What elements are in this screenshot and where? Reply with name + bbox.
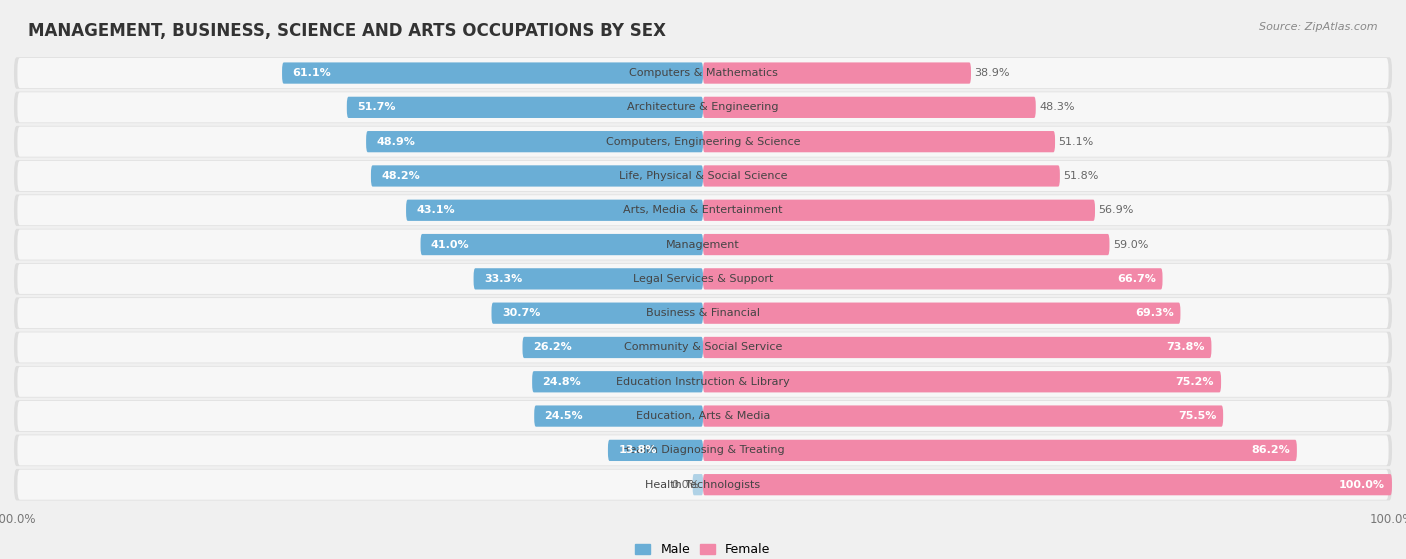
FancyBboxPatch shape: [703, 200, 1095, 221]
Text: 48.2%: 48.2%: [381, 171, 420, 181]
Text: 33.3%: 33.3%: [484, 274, 522, 284]
Text: 75.5%: 75.5%: [1178, 411, 1216, 421]
FancyBboxPatch shape: [17, 401, 1389, 431]
FancyBboxPatch shape: [14, 195, 1392, 226]
Text: Architecture & Engineering: Architecture & Engineering: [627, 102, 779, 112]
FancyBboxPatch shape: [703, 474, 1392, 495]
Text: 26.2%: 26.2%: [533, 343, 572, 353]
FancyBboxPatch shape: [492, 302, 703, 324]
FancyBboxPatch shape: [534, 405, 703, 427]
FancyBboxPatch shape: [14, 331, 1392, 363]
FancyBboxPatch shape: [347, 97, 703, 118]
Text: 24.5%: 24.5%: [544, 411, 583, 421]
Text: 0.0%: 0.0%: [671, 480, 700, 490]
Text: 66.7%: 66.7%: [1116, 274, 1156, 284]
Text: 48.3%: 48.3%: [1039, 102, 1074, 112]
Text: Legal Services & Support: Legal Services & Support: [633, 274, 773, 284]
FancyBboxPatch shape: [420, 234, 703, 255]
FancyBboxPatch shape: [607, 440, 703, 461]
FancyBboxPatch shape: [17, 195, 1389, 225]
Text: Computers, Engineering & Science: Computers, Engineering & Science: [606, 136, 800, 146]
Text: Computers & Mathematics: Computers & Mathematics: [628, 68, 778, 78]
FancyBboxPatch shape: [17, 126, 1389, 157]
FancyBboxPatch shape: [14, 400, 1392, 432]
FancyBboxPatch shape: [14, 366, 1392, 397]
FancyBboxPatch shape: [523, 337, 703, 358]
Text: MANAGEMENT, BUSINESS, SCIENCE AND ARTS OCCUPATIONS BY SEX: MANAGEMENT, BUSINESS, SCIENCE AND ARTS O…: [28, 22, 666, 40]
Text: Community & Social Service: Community & Social Service: [624, 343, 782, 353]
Legend: Male, Female: Male, Female: [630, 538, 776, 559]
FancyBboxPatch shape: [14, 92, 1392, 123]
Text: Education, Arts & Media: Education, Arts & Media: [636, 411, 770, 421]
Text: 51.7%: 51.7%: [357, 102, 395, 112]
FancyBboxPatch shape: [17, 333, 1389, 363]
Text: Health Diagnosing & Treating: Health Diagnosing & Treating: [621, 446, 785, 456]
FancyBboxPatch shape: [17, 92, 1389, 122]
FancyBboxPatch shape: [703, 371, 1220, 392]
Text: 73.8%: 73.8%: [1166, 343, 1205, 353]
FancyBboxPatch shape: [14, 160, 1392, 192]
FancyBboxPatch shape: [17, 367, 1389, 397]
Text: 56.9%: 56.9%: [1098, 205, 1133, 215]
Text: 24.8%: 24.8%: [543, 377, 581, 387]
FancyBboxPatch shape: [703, 268, 1163, 290]
Text: 100.0%: 100.0%: [1339, 480, 1385, 490]
Text: 69.3%: 69.3%: [1135, 308, 1174, 318]
FancyBboxPatch shape: [703, 440, 1296, 461]
Text: 43.1%: 43.1%: [416, 205, 456, 215]
FancyBboxPatch shape: [703, 234, 1109, 255]
FancyBboxPatch shape: [17, 298, 1389, 328]
Text: 86.2%: 86.2%: [1251, 446, 1289, 456]
FancyBboxPatch shape: [703, 97, 1036, 118]
FancyBboxPatch shape: [703, 337, 1212, 358]
FancyBboxPatch shape: [14, 434, 1392, 466]
Text: Management: Management: [666, 240, 740, 249]
Text: Source: ZipAtlas.com: Source: ZipAtlas.com: [1260, 22, 1378, 32]
FancyBboxPatch shape: [531, 371, 703, 392]
FancyBboxPatch shape: [17, 161, 1389, 191]
Text: Arts, Media & Entertainment: Arts, Media & Entertainment: [623, 205, 783, 215]
FancyBboxPatch shape: [14, 297, 1392, 329]
FancyBboxPatch shape: [14, 126, 1392, 158]
FancyBboxPatch shape: [17, 58, 1389, 88]
FancyBboxPatch shape: [14, 469, 1392, 500]
Text: Business & Financial: Business & Financial: [645, 308, 761, 318]
FancyBboxPatch shape: [283, 63, 703, 84]
FancyBboxPatch shape: [366, 131, 703, 152]
Text: 51.8%: 51.8%: [1063, 171, 1098, 181]
FancyBboxPatch shape: [17, 470, 1389, 500]
Text: 51.1%: 51.1%: [1059, 136, 1094, 146]
Text: 61.1%: 61.1%: [292, 68, 332, 78]
Text: 75.2%: 75.2%: [1175, 377, 1215, 387]
FancyBboxPatch shape: [14, 57, 1392, 89]
Text: 30.7%: 30.7%: [502, 308, 540, 318]
Text: 38.9%: 38.9%: [974, 68, 1010, 78]
FancyBboxPatch shape: [703, 302, 1181, 324]
FancyBboxPatch shape: [14, 229, 1392, 260]
FancyBboxPatch shape: [693, 474, 703, 495]
Text: 48.9%: 48.9%: [377, 136, 415, 146]
Text: Health Technologists: Health Technologists: [645, 480, 761, 490]
FancyBboxPatch shape: [474, 268, 703, 290]
FancyBboxPatch shape: [703, 165, 1060, 187]
FancyBboxPatch shape: [371, 165, 703, 187]
Text: 59.0%: 59.0%: [1114, 240, 1149, 249]
FancyBboxPatch shape: [14, 263, 1392, 295]
Text: 41.0%: 41.0%: [430, 240, 470, 249]
FancyBboxPatch shape: [406, 200, 703, 221]
Text: 13.8%: 13.8%: [619, 446, 657, 456]
FancyBboxPatch shape: [17, 435, 1389, 466]
FancyBboxPatch shape: [17, 229, 1389, 259]
FancyBboxPatch shape: [17, 264, 1389, 294]
Text: Life, Physical & Social Science: Life, Physical & Social Science: [619, 171, 787, 181]
FancyBboxPatch shape: [703, 405, 1223, 427]
FancyBboxPatch shape: [703, 63, 972, 84]
Text: Education Instruction & Library: Education Instruction & Library: [616, 377, 790, 387]
FancyBboxPatch shape: [703, 131, 1054, 152]
